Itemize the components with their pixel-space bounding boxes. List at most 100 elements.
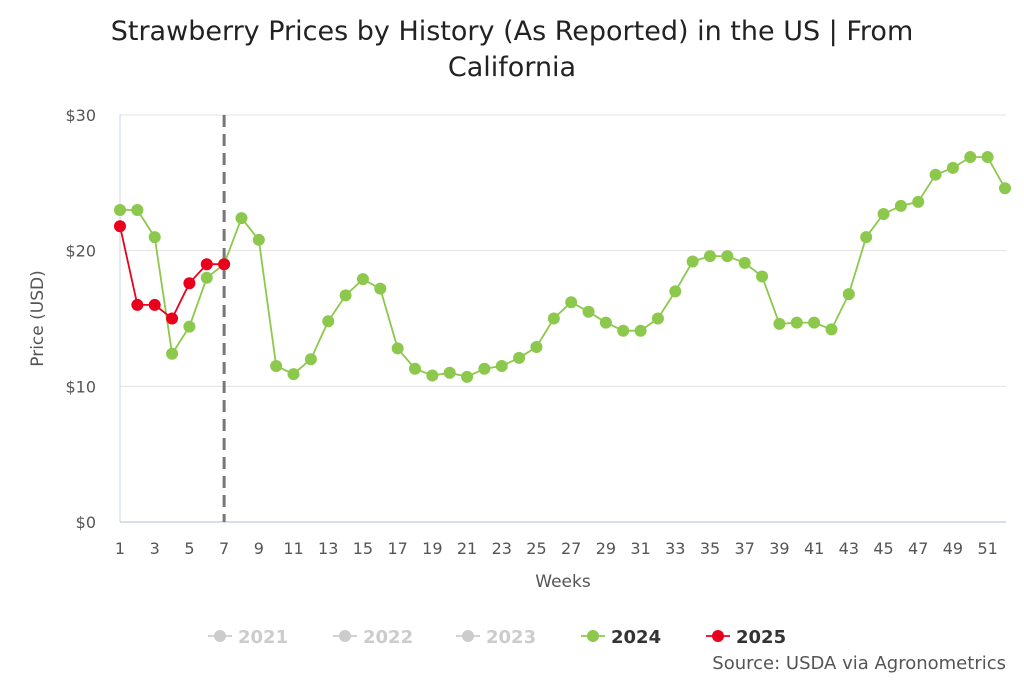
data-point-2024[interactable] [582, 305, 595, 318]
data-point-2024[interactable] [651, 312, 664, 325]
data-point-2024[interactable] [235, 212, 248, 225]
data-point-2024[interactable] [166, 347, 179, 360]
data-point-2024[interactable] [773, 317, 786, 330]
legend-item-2024[interactable]: 2024 [581, 627, 661, 648]
data-point-2024[interactable] [738, 256, 751, 269]
data-point-2024[interactable] [356, 273, 369, 286]
data-point-2024[interactable] [183, 320, 196, 333]
data-point-2024[interactable] [426, 369, 439, 382]
legend[interactable]: 2021 2022 2023 2024 2025 [208, 627, 786, 648]
data-point-2025[interactable] [114, 220, 126, 233]
legend-label: 2023 [486, 627, 536, 648]
data-point-2024[interactable] [894, 199, 907, 212]
x-tick-label: 9 [254, 539, 264, 558]
legend-item-2023[interactable]: 2023 [456, 627, 536, 648]
x-tick-label: 37 [735, 539, 755, 558]
data-point-2024[interactable] [391, 342, 404, 355]
data-point-2024[interactable] [461, 370, 474, 383]
data-point-2024[interactable] [547, 312, 560, 325]
x-tick-label: 15 [353, 539, 373, 558]
data-point-2024[interactable] [495, 359, 508, 372]
x-tick-label: 13 [318, 539, 338, 558]
x-tick-label: 23 [492, 539, 512, 558]
x-tick-label: 49 [943, 539, 963, 558]
legend-label: 2022 [363, 627, 413, 648]
data-point-2024[interactable] [304, 353, 317, 366]
data-point-2024[interactable] [599, 316, 612, 329]
source-note: Source: USDA via Agronometrics [712, 653, 1006, 674]
data-point-2024[interactable] [946, 161, 959, 174]
data-point-2024[interactable] [860, 231, 873, 244]
y-tick-label: $20 [65, 242, 96, 261]
data-point-2025[interactable] [131, 298, 144, 311]
data-point-2025[interactable] [183, 277, 196, 290]
data-point-2024[interactable] [981, 151, 994, 164]
data-point-2024[interactable] [513, 351, 526, 364]
data-point-2025[interactable] [166, 312, 179, 325]
data-point-2024[interactable] [669, 285, 682, 298]
y-axis-title: Price (USD) [28, 270, 48, 366]
y-tick-label: $0 [76, 513, 96, 532]
x-tick-label: 51 [977, 539, 997, 558]
data-point-2024[interactable] [148, 231, 161, 244]
data-point-2024[interactable] [842, 288, 855, 301]
data-point-2024[interactable] [877, 208, 890, 221]
chart-title: Strawberry Prices by History (As Reporte… [110, 16, 914, 83]
data-point-2025[interactable] [148, 298, 161, 311]
data-point-2024[interactable] [808, 316, 821, 329]
data-point-2024[interactable] [721, 250, 734, 263]
x-tick-label: 3 [150, 539, 160, 558]
data-point-2024[interactable] [339, 289, 352, 302]
x-tick-label: 29 [596, 539, 616, 558]
legend-item-2022[interactable]: 2022 [333, 627, 413, 648]
x-tick-label: 43 [839, 539, 859, 558]
data-point-2025[interactable] [218, 258, 231, 271]
x-tick-label: 39 [769, 539, 789, 558]
data-point-2024[interactable] [478, 362, 491, 375]
x-tick-label: 47 [908, 539, 928, 558]
data-point-2024[interactable] [756, 270, 769, 283]
x-tick-label: 1 [115, 539, 125, 558]
x-tick-label: 35 [700, 539, 720, 558]
data-point-2024[interactable] [200, 271, 213, 284]
data-point-2024[interactable] [374, 282, 387, 295]
y-tick-label: $10 [65, 377, 96, 396]
legend-item-2025[interactable]: 2025 [706, 627, 786, 648]
data-point-2024[interactable] [790, 316, 803, 329]
data-point-2024[interactable] [964, 151, 977, 164]
legend-label: 2025 [736, 627, 786, 648]
data-point-2024[interactable] [287, 368, 300, 381]
data-point-2024[interactable] [409, 362, 421, 375]
data-point-2024[interactable] [565, 296, 578, 309]
data-point-2024[interactable] [912, 195, 925, 208]
data-point-2025[interactable] [200, 258, 213, 271]
data-point-2024[interactable] [443, 366, 456, 379]
legend-label: 2021 [238, 627, 288, 648]
data-point-2024[interactable] [634, 324, 647, 337]
data-point-2024[interactable] [704, 250, 716, 263]
data-point-2024[interactable] [825, 323, 838, 336]
data-point-2024[interactable] [929, 168, 942, 181]
data-point-2024[interactable] [617, 324, 630, 337]
data-point-2024[interactable] [131, 203, 144, 216]
x-tick-label: 11 [283, 539, 303, 558]
legend-marker [712, 630, 724, 642]
x-tick-label: 19 [422, 539, 442, 558]
data-point-2024[interactable] [270, 359, 283, 372]
x-tick-label: 27 [561, 539, 581, 558]
data-point-2024[interactable] [999, 182, 1011, 195]
legend-marker [214, 630, 226, 642]
legend-item-2021[interactable]: 2021 [208, 627, 288, 648]
legend-marker [339, 630, 351, 642]
data-point-2024[interactable] [686, 255, 699, 268]
data-point-2024[interactable] [530, 340, 543, 353]
data-point-2024[interactable] [322, 315, 335, 328]
x-tick-label: 21 [457, 539, 477, 558]
grid-layer [120, 114, 1006, 387]
legend-marker [587, 630, 599, 642]
legend-label: 2024 [611, 627, 661, 648]
data-point-2024[interactable] [252, 233, 265, 246]
x-tick-label: 7 [219, 539, 229, 558]
data-point-2024[interactable] [114, 203, 126, 216]
